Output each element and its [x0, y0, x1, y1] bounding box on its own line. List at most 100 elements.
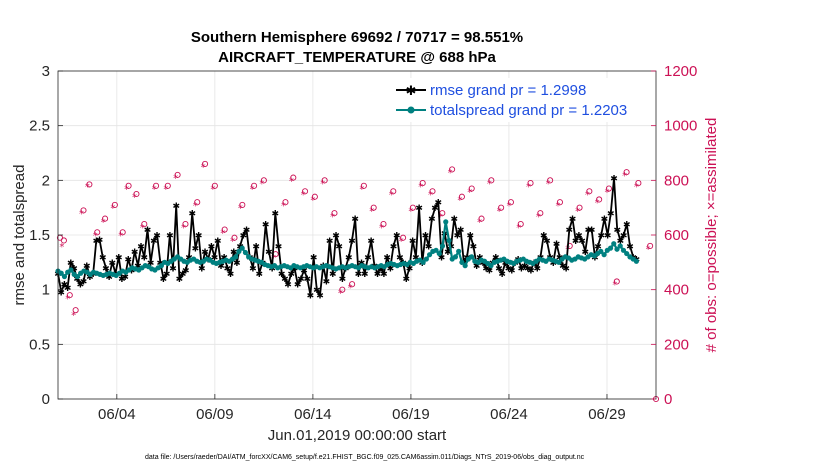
obs-possible-point: [301, 188, 309, 195]
totalspread-point: [433, 247, 439, 253]
rmse-point: ✱: [613, 226, 621, 236]
obs-possible-point: [429, 188, 436, 195]
rmse-point: ✱: [300, 266, 308, 276]
obs-possible-point: [498, 204, 505, 211]
totalspread-point: [61, 273, 68, 280]
totalspread-point: [462, 263, 468, 269]
rmse-point: ✱: [498, 270, 506, 280]
obs-possible-point: [321, 177, 328, 184]
rmse-point: ✱: [521, 262, 529, 272]
legend-rmse-marker: ✱: [406, 84, 417, 99]
rmse-point: ✱: [61, 281, 69, 291]
obs-possible-point: [133, 190, 140, 198]
rmse-point: ✱: [585, 226, 593, 236]
rmse-point: ✱: [224, 264, 232, 274]
rmse-point: ✱: [86, 273, 94, 283]
rmse-point: ✱: [581, 248, 589, 258]
totalspread-point: [446, 237, 452, 244]
obs-assimilated-point: *: [369, 206, 374, 217]
rmse-point: ✱: [361, 270, 369, 280]
obs-assimilated-point: *: [250, 185, 255, 196]
rmse-point: ✱: [268, 264, 276, 274]
obs-assimilated-point: *: [418, 182, 423, 193]
rmse-point: ✱: [380, 270, 388, 280]
legend-spread-label: totalspread grand pr = 1.2203: [430, 102, 627, 119]
rmse-point: ✱: [415, 204, 423, 214]
rmse-point: ✱: [550, 259, 558, 269]
rmse-point: ✱: [192, 245, 200, 255]
rmse-point: ✱: [182, 266, 190, 276]
obs-assimilated-point: *: [289, 176, 294, 187]
obs-assimilated-point: *: [181, 223, 186, 234]
rmse-point: ✱: [83, 262, 91, 272]
legend-spread-marker: [407, 106, 415, 114]
legend-rmse-label: rmse grand pr = 1.2998: [430, 82, 586, 99]
rmse-point: ✱: [243, 226, 251, 236]
rmse-point: ✱: [374, 270, 382, 280]
totalspread-point: [459, 259, 465, 265]
rmse-point: ✱: [262, 221, 270, 231]
rmse-point: ✱: [575, 232, 583, 242]
obs-assimilated-point: *: [634, 182, 639, 193]
totalspread-point: [468, 254, 475, 260]
rmse-point: ✱: [256, 270, 264, 280]
rmse-point: ✱: [428, 215, 436, 225]
obs-assimilated-point: *: [389, 190, 394, 201]
rmse-point: ✱: [121, 273, 129, 283]
rmse-point: ✱: [597, 232, 605, 242]
obs-assimilated-point: *: [575, 206, 580, 217]
rmse-point: ✱: [377, 264, 385, 274]
totalspread-point: [611, 241, 617, 247]
rmse-point: ✱: [284, 281, 292, 291]
rmse-point: ✱: [431, 204, 439, 214]
y-left-tick-label: 3: [42, 63, 50, 80]
rmse-point: ✱: [339, 275, 347, 285]
obs-assimilated-point: *: [118, 231, 123, 242]
rmse-point: ✱: [482, 264, 490, 274]
obs-possible-point: [201, 160, 209, 167]
rmse-point: ✱: [227, 270, 235, 280]
totalspread-point: [620, 247, 627, 253]
rmse-point: ✱: [281, 275, 289, 285]
obs-assimilated-point: *: [438, 212, 443, 223]
chart-title: Southern Hemisphere 69692 / 70717 = 98.5…: [191, 29, 523, 46]
rmse-point: ✱: [188, 210, 196, 220]
obs-assimilated-point: *: [487, 179, 492, 190]
obs-assimilated-point: *: [230, 236, 235, 247]
rmse-point: ✱: [137, 242, 145, 252]
obs-possible-point: [478, 215, 485, 222]
obs-assimilated-point: *: [193, 201, 198, 212]
rmse-point: ✱: [150, 237, 158, 247]
totalspread-point: [488, 263, 494, 269]
rmse-point: ✱: [610, 175, 618, 185]
rmse-point: ✱: [457, 226, 465, 236]
rmse-point: ✱: [364, 253, 372, 263]
rmse-point: ✱: [102, 264, 110, 274]
obs-assimilated-point: *: [622, 171, 627, 182]
rmse-point: ✱: [179, 270, 187, 280]
rmse-point: ✱: [57, 288, 65, 298]
obs-assimilated-point: *: [448, 168, 453, 179]
rmse-point: ✱: [80, 277, 88, 287]
rmse-point: ✱: [591, 253, 599, 263]
obs-possible-point: [547, 177, 554, 184]
rmse-point: ✱: [240, 232, 248, 242]
rmse-point: ✱: [172, 202, 180, 212]
obs-assimilated-point: *: [526, 182, 531, 193]
y-right-tick-label: 200: [664, 336, 689, 353]
obs-assimilated-point: *: [379, 223, 384, 234]
rmse-point: ✱: [249, 264, 257, 274]
axis-ticks: 06/04 06/09 06/14 06/19 06/24 06/29 0 0.5 1 1.5 2 2…: [29, 63, 697, 423]
totalspread-point: [624, 250, 630, 257]
rmse-point: ✱: [425, 242, 433, 252]
rmse-point: ✱: [620, 232, 628, 242]
rmse-point: ✱: [233, 259, 241, 269]
obs-possible-point: [141, 221, 148, 228]
obs-assimilated-point: *: [646, 245, 651, 256]
rmse-point: ✱: [355, 270, 363, 280]
obs-assimilated-point: *: [301, 190, 306, 201]
rmse-point: ✱: [607, 210, 615, 220]
obs-assimilated-point: *: [516, 223, 521, 234]
obs-assimilated-point: *: [210, 185, 215, 196]
